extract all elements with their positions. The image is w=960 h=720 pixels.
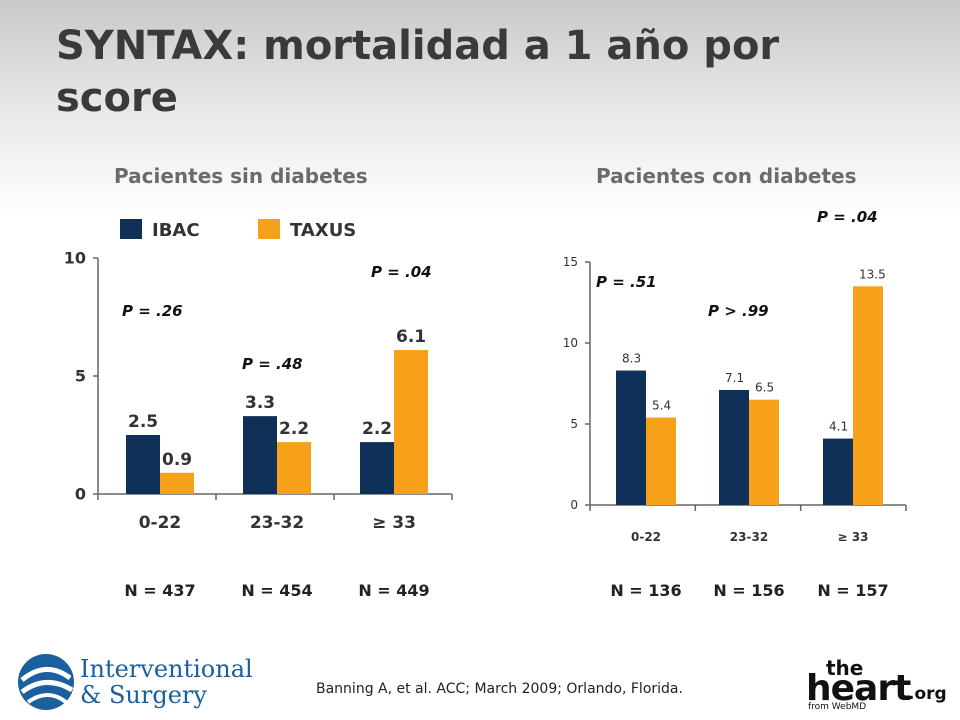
legend-ibac-swatch — [120, 219, 142, 239]
n-label: N = 437 — [124, 581, 195, 600]
right-bar-chart: 0 5 10 15 8.3 5.4 0-22 P = .51 N = 136 7.1 6.5 23-3… — [563, 208, 907, 600]
bar-value-label: 8.3 — [622, 352, 641, 366]
bar-ibac-1 — [243, 416, 277, 494]
n-label: N = 136 — [610, 581, 681, 600]
bar-value-label: 5.4 — [652, 399, 671, 413]
citation: Banning A, et al. ACC; March 2009; Orlan… — [316, 681, 683, 697]
bar-value-label: 0.9 — [162, 450, 192, 470]
bar-value-label: 13.5 — [859, 267, 886, 281]
n-label: N = 454 — [241, 581, 312, 600]
left-chart-title: Pacientes sin diabetes — [114, 164, 368, 188]
n-label: N = 449 — [358, 581, 429, 600]
bar-taxus-1 — [749, 399, 779, 505]
legend-taxus-label: TAXUS — [290, 220, 356, 241]
logo-line-2: & Surgery — [80, 681, 207, 709]
y-tick-label: 15 — [563, 255, 578, 269]
x-category-label: ≥ 33 — [838, 530, 869, 544]
bar-value-label: 6.5 — [755, 381, 774, 395]
p-value-label: P = .04 — [371, 263, 432, 281]
footer — [0, 636, 960, 720]
globe-logo-icon — [18, 654, 74, 710]
p-value-label: P = .04 — [817, 208, 878, 226]
n-label: N = 157 — [817, 581, 888, 600]
bar-taxus-1 — [277, 442, 311, 494]
theheart-logo-from: from WebMD — [808, 702, 867, 712]
theheart-logo-main: heart — [806, 668, 911, 709]
x-category-label: 0-22 — [631, 530, 661, 544]
bar-value-label: 2.2 — [279, 419, 309, 439]
p-value-label: P = .48 — [242, 355, 303, 373]
bar-taxus-2 — [853, 286, 883, 505]
bar-ibac-1 — [719, 389, 749, 505]
page-title: SYNTAX: mortalidad a 1 año por score — [56, 23, 780, 121]
bar-value-label: 3.3 — [245, 393, 275, 413]
legend-ibac-label: IBAC — [152, 220, 200, 241]
logo-line-1: Interventional — [80, 655, 253, 683]
p-value-label: P = .51 — [596, 273, 657, 291]
bar-taxus-2 — [394, 350, 428, 494]
legend-taxus-swatch — [258, 219, 280, 239]
p-value-label: P = .26 — [122, 302, 183, 320]
interventional-surgery-logo-text: Interventional & Surgery — [80, 656, 253, 708]
x-category-label: 23-32 — [250, 513, 304, 533]
bar-ibac-0 — [616, 370, 646, 505]
y-tick-label: 0 — [570, 498, 578, 512]
p-value-label: P > .99 — [708, 302, 769, 320]
bar-value-label: 6.1 — [396, 327, 426, 347]
y-tick-label: 5 — [75, 367, 86, 386]
bar-taxus-0 — [160, 472, 194, 494]
x-category-label: 0-22 — [139, 513, 182, 533]
x-category-label: ≥ 33 — [372, 513, 416, 533]
bar-ibac-2 — [823, 438, 853, 505]
y-tick-label: 10 — [563, 336, 578, 350]
bar-value-label: 2.2 — [362, 419, 392, 439]
bar-taxus-0 — [646, 417, 676, 505]
y-tick-label: 10 — [64, 249, 86, 268]
y-tick-label: 5 — [570, 417, 578, 431]
theheart-logo-org: .org — [908, 684, 947, 704]
right-chart-title: Pacientes con diabetes — [596, 164, 857, 188]
bar-ibac-0 — [126, 435, 160, 494]
bar-ibac-2 — [360, 442, 394, 494]
n-label: N = 156 — [713, 581, 784, 600]
bar-value-label: 7.1 — [725, 371, 744, 385]
bar-value-label: 4.1 — [829, 420, 848, 434]
x-category-label: 23-32 — [730, 530, 768, 544]
bar-value-label: 2.5 — [128, 412, 158, 432]
theheart-logo-the: the — [826, 656, 864, 680]
y-tick-label: 0 — [75, 485, 86, 504]
